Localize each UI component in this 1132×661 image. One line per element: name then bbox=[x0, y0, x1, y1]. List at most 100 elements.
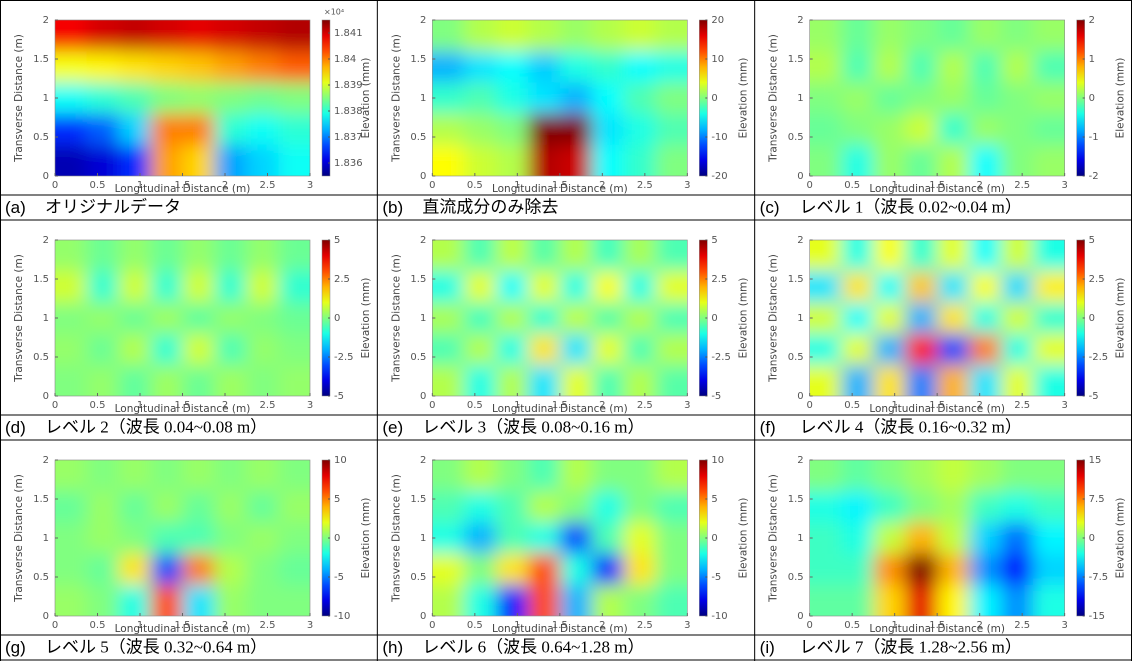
heat-cell bbox=[873, 522, 906, 555]
x-axis-title: Longitudinal Distance (m) bbox=[115, 403, 251, 415]
y-tick-label: 0.5 bbox=[410, 132, 426, 143]
heat-cell bbox=[214, 333, 247, 366]
y-tick-label: 1 bbox=[43, 533, 49, 544]
y-tick-label: 2 bbox=[797, 15, 803, 26]
heat-cell bbox=[214, 364, 247, 396]
heat-cell bbox=[591, 364, 625, 396]
heat-cell bbox=[496, 302, 529, 335]
heat-cell bbox=[182, 113, 215, 146]
heat-cell bbox=[464, 553, 497, 586]
heat-cell bbox=[559, 553, 593, 586]
heat-cell bbox=[655, 333, 688, 366]
heat-cell bbox=[591, 302, 625, 335]
x-tick-label: 1 bbox=[891, 180, 897, 191]
heat-cell bbox=[873, 20, 906, 52]
heat-cell bbox=[464, 144, 497, 176]
heat-cell bbox=[841, 364, 874, 396]
x-tick-label: 3 bbox=[307, 620, 313, 631]
x-axis-title: Longitudinal Distance (m) bbox=[492, 623, 628, 635]
colorbar-tick-label: 1.838 bbox=[334, 106, 363, 117]
heat-cell bbox=[432, 491, 465, 523]
heat-cell bbox=[969, 333, 1002, 366]
heat-cell bbox=[182, 364, 215, 396]
heat-cell bbox=[623, 82, 656, 115]
plot-area bbox=[809, 240, 1065, 396]
heat-cell bbox=[55, 553, 88, 586]
y-tick-label: 1.5 bbox=[410, 274, 426, 285]
heat-cell bbox=[182, 240, 215, 272]
heat-cell bbox=[559, 20, 593, 52]
heat-cell bbox=[937, 364, 970, 396]
heat-cell bbox=[246, 584, 279, 616]
colorbar-tick-label: 2 bbox=[1089, 15, 1095, 26]
y-tick-label: 2 bbox=[420, 235, 426, 246]
y-tick-label: 0 bbox=[43, 391, 49, 402]
caption: レベル 6（波長 0.64~1.28 m） bbox=[422, 637, 644, 656]
heat-cell bbox=[655, 20, 688, 52]
plot-area bbox=[55, 240, 310, 396]
y-tick-label: 1 bbox=[797, 93, 803, 104]
heat-cell bbox=[591, 113, 625, 146]
caption-label: (c) bbox=[760, 198, 780, 217]
plot-area bbox=[432, 240, 688, 396]
x-tick-label: 0 bbox=[806, 400, 812, 411]
heat-cell bbox=[496, 113, 529, 146]
heat-cell bbox=[182, 522, 215, 555]
colorbar-tick-label: 5 bbox=[334, 235, 340, 246]
heat-cell bbox=[278, 144, 310, 176]
heat-cell bbox=[464, 302, 497, 335]
x-axis-title: Longitudinal Distance (m) bbox=[492, 183, 628, 195]
heat-cell bbox=[182, 491, 215, 523]
heat-cell bbox=[278, 271, 310, 303]
heat-cell bbox=[118, 240, 152, 272]
heat-cell bbox=[623, 144, 656, 176]
colorbar-title: Elevation (mm) bbox=[737, 278, 749, 359]
heat-cell bbox=[432, 51, 465, 83]
x-tick-label: 3 bbox=[307, 400, 313, 411]
heat-cell bbox=[655, 364, 688, 396]
heat-cell bbox=[527, 20, 561, 52]
heat-cell bbox=[1032, 240, 1065, 272]
heat-cell bbox=[150, 271, 183, 303]
heat-cell bbox=[905, 553, 938, 586]
heat-cell bbox=[1000, 144, 1034, 176]
heat-cell bbox=[118, 460, 152, 492]
heat-cell bbox=[905, 82, 938, 115]
heat-cell bbox=[55, 82, 88, 115]
x-axis-title: Longitudinal Distance (m) bbox=[869, 403, 1005, 415]
heat-cell bbox=[214, 144, 247, 176]
heat-cell bbox=[464, 491, 497, 523]
colorbar-tick-label: -20 bbox=[711, 171, 727, 182]
x-tick-label: 2.5 bbox=[260, 400, 276, 411]
heat-cell bbox=[118, 302, 152, 335]
heat-cell bbox=[278, 113, 310, 146]
heat-cell bbox=[969, 240, 1002, 272]
heat-cell bbox=[1032, 333, 1065, 366]
x-tick-label: 2 bbox=[222, 620, 228, 631]
heat-cell bbox=[150, 522, 183, 555]
heat-cell bbox=[464, 522, 497, 555]
x-tick-label: 1.5 bbox=[552, 180, 568, 191]
heat-cell bbox=[55, 491, 88, 523]
heat-cell bbox=[432, 240, 465, 272]
heat-cell bbox=[86, 302, 120, 335]
x-axis-title: Longitudinal Distance (m) bbox=[115, 623, 251, 635]
heat-cell bbox=[432, 553, 465, 586]
heat-cell bbox=[150, 240, 183, 272]
y-axis-title: Transverse Distance (m) bbox=[390, 34, 402, 163]
caption-label: (e) bbox=[382, 418, 403, 437]
heat-cell bbox=[214, 51, 247, 83]
heat-cell bbox=[1032, 271, 1065, 303]
heat-cell bbox=[1032, 491, 1065, 523]
heat-cell bbox=[150, 584, 183, 616]
heat-cell bbox=[559, 584, 593, 616]
y-tick-label: 0.5 bbox=[33, 352, 49, 363]
heat-cell bbox=[873, 302, 906, 335]
heat-cell bbox=[55, 364, 88, 396]
heat-cell bbox=[905, 584, 938, 616]
colorbar-tick-label: 0 bbox=[711, 93, 717, 104]
heatmap bbox=[432, 240, 688, 396]
heat-cell bbox=[841, 144, 874, 176]
y-tick-label: 0 bbox=[420, 611, 426, 622]
x-tick-label: 1.5 bbox=[175, 400, 191, 411]
